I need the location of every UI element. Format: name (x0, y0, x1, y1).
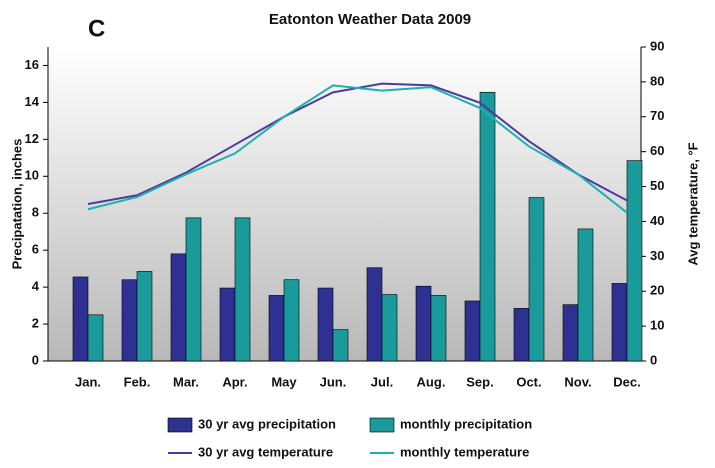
y2-tick-label: 40 (650, 213, 664, 228)
y2-tick-label: 50 (650, 178, 664, 193)
bar (577, 228, 594, 362)
x-tick-label: May (271, 374, 297, 389)
legend-label: 30 yr avg precipitation (198, 416, 336, 431)
line (87, 84, 628, 214)
x-tick-label: Sep. (466, 374, 493, 389)
bar (366, 267, 383, 362)
bar (283, 279, 300, 362)
x-tick-label: Jan. (75, 374, 101, 389)
y2-tick-label: 90 (650, 38, 664, 53)
y-tick-label: 16 (25, 57, 39, 72)
bar (479, 91, 496, 362)
y-tick-label: 14 (25, 94, 40, 109)
x-tick-label: Feb. (124, 374, 151, 389)
chart-title: Eatonton Weather Data 2009 (269, 11, 471, 28)
y2-tick-label: 10 (650, 318, 664, 333)
y-tick-label: 2 (32, 315, 39, 330)
y-axis-label: Precipatation, inches (9, 139, 24, 270)
y-tick-label: 12 (25, 131, 39, 146)
bar (611, 283, 628, 362)
bar (317, 287, 334, 362)
bar (234, 217, 251, 362)
y2-tick-label: 60 (650, 143, 664, 158)
y2-tick-label: 70 (650, 108, 664, 123)
bar (170, 253, 187, 362)
bar (626, 160, 643, 362)
legend-swatch (369, 417, 395, 433)
bar (136, 271, 153, 362)
x-tick-label: Dec. (613, 374, 640, 389)
bar (87, 314, 104, 362)
x-tick-label: Mar. (173, 374, 199, 389)
bar (430, 295, 447, 362)
bar (268, 295, 285, 362)
x-tick-label: Nov. (564, 374, 591, 389)
panel-label: C (88, 15, 105, 42)
x-tick-label: Jun. (320, 374, 347, 389)
y-tick-label: 4 (32, 279, 40, 294)
legend-label: monthly precipitation (400, 416, 532, 431)
bar (219, 287, 236, 362)
y2-tick-label: 20 (650, 283, 664, 298)
y2-tick-label: 80 (650, 73, 664, 88)
y-tick-label: 8 (32, 205, 39, 220)
legend-label: monthly temperature (400, 444, 529, 459)
bar (72, 276, 89, 362)
y-tick-label: 10 (25, 168, 39, 183)
y2-axis-label: Avg temperature, °F (685, 142, 700, 265)
x-tick-label: Aug. (417, 374, 446, 389)
bar (332, 329, 349, 362)
bar (562, 304, 579, 362)
x-tick-label: Jul. (371, 374, 393, 389)
bar (381, 294, 398, 362)
x-tick-label: Oct. (516, 374, 541, 389)
y-tick-label: 0 (32, 352, 39, 367)
legend-label: 30 yr avg temperature (198, 444, 333, 459)
y-tick-label: 6 (32, 242, 39, 257)
bar (185, 217, 202, 362)
bar (528, 197, 545, 362)
bar (513, 308, 530, 362)
legend-swatch (167, 417, 193, 433)
bar (415, 285, 432, 362)
bar (121, 279, 138, 362)
bar (464, 300, 481, 362)
x-tick-label: Apr. (222, 374, 247, 389)
y2-tick-label: 30 (650, 248, 664, 263)
y2-tick-label: 0 (650, 352, 657, 367)
